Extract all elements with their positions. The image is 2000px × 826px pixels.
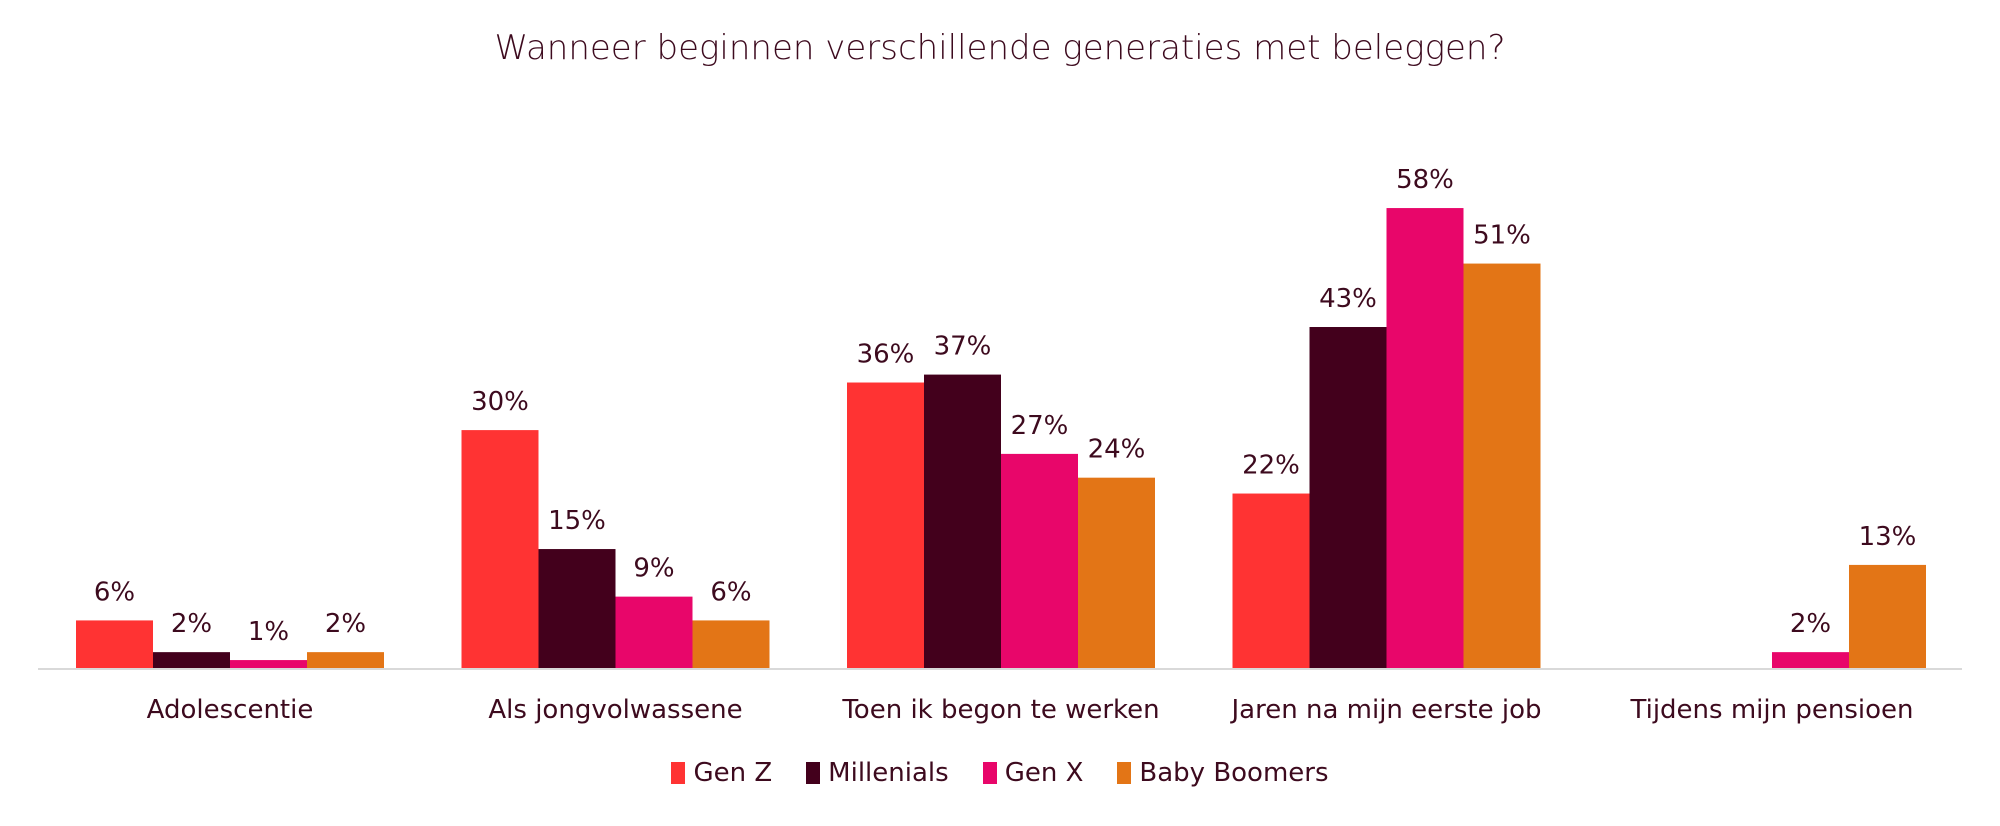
bar (1001, 453, 1078, 668)
bar (615, 596, 693, 668)
bar (1772, 652, 1849, 668)
data-label: 13% (1859, 522, 1917, 552)
bar (847, 382, 924, 668)
legend: Gen Z Millenials Gen X Baby Boomers (0, 758, 2000, 788)
data-label: 1% (248, 617, 289, 647)
data-label: 2% (1790, 609, 1831, 639)
x-tick-label: Toen ik begon te werken (841, 695, 1159, 725)
data-label: 22% (1242, 451, 1300, 481)
legend-swatch (1117, 762, 1132, 784)
data-label: 58% (1396, 165, 1454, 195)
legend-label: Millenials (828, 758, 949, 788)
data-label: 2% (171, 609, 212, 639)
bar (1849, 564, 1926, 668)
bar (76, 620, 153, 668)
x-tick-label: Als jongvolwassene (488, 695, 742, 725)
data-label: 43% (1319, 284, 1377, 314)
x-tick-label: Tijdens mijn pensioen (1630, 695, 1914, 725)
bar (692, 620, 770, 668)
bar-chart: 6% 2% 1% 2% Adolescentie 30% 15% 9% 6% Als jongvo… (38, 165, 1962, 725)
bar (1078, 477, 1155, 668)
data-label: 30% (471, 387, 529, 417)
bar (307, 652, 384, 668)
bar (538, 549, 616, 668)
data-label: 24% (1088, 435, 1146, 465)
legend-item: Millenials (806, 758, 949, 788)
bar (1463, 263, 1541, 668)
legend-item: Gen X (982, 758, 1084, 788)
data-label: 36% (857, 340, 915, 370)
legend-item: Gen Z (671, 758, 772, 788)
x-tick-label: Adolescentie (147, 695, 314, 725)
legend-label: Gen X (1004, 758, 1084, 788)
x-tick-label: Jaren na mijn eerste job (1230, 695, 1542, 725)
data-label: 37% (934, 332, 992, 362)
bar (230, 660, 307, 668)
legend-label: Gen Z (693, 758, 773, 788)
bar (461, 430, 539, 668)
legend-swatch (806, 762, 821, 784)
bar (153, 652, 230, 668)
data-label: 2% (325, 609, 366, 639)
data-label: 6% (94, 577, 135, 607)
data-label: 6% (710, 577, 751, 607)
data-label: 27% (1011, 411, 1069, 441)
legend-label: Baby Boomers (1139, 758, 1329, 788)
data-label: 51% (1473, 221, 1531, 251)
data-label: 9% (633, 554, 674, 584)
legend-swatch (671, 762, 686, 784)
legend-swatch (982, 762, 997, 784)
bar (1232, 493, 1310, 668)
data-label: 15% (548, 506, 606, 536)
bar (1386, 208, 1464, 668)
legend-item: Baby Boomers (1117, 758, 1329, 788)
bar (924, 374, 1001, 668)
chart-title: Wanneer beginnen verschillende generatie… (494, 28, 1506, 68)
bar (1309, 327, 1387, 668)
